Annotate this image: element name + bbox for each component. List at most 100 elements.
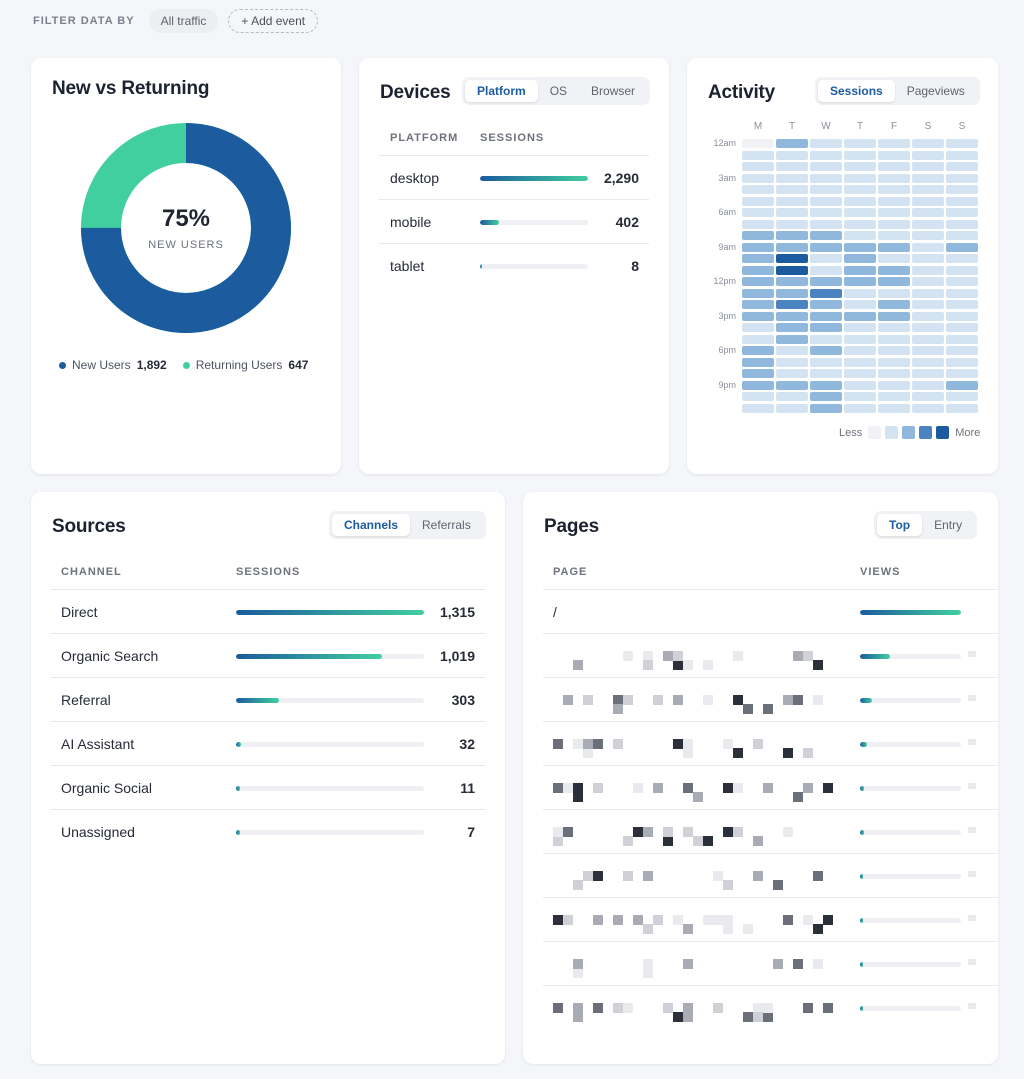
heatmap-cell[interactable] [810,162,842,171]
heatmap-cell[interactable] [776,185,808,194]
heatmap-cell[interactable] [878,208,910,217]
heatmap-cell[interactable] [742,242,774,252]
heatmap-cell[interactable] [912,162,944,171]
tab-sessions[interactable]: Sessions [818,80,895,102]
heatmap-cell[interactable] [946,139,978,148]
heatmap-cell[interactable] [912,208,944,217]
heatmap-cell[interactable] [946,162,978,171]
heatmap-cell[interactable] [776,357,808,367]
heatmap-cell[interactable] [742,185,774,194]
heatmap-cell[interactable] [946,392,978,401]
heatmap-cell[interactable] [776,392,808,401]
heatmap-cell[interactable] [742,334,774,344]
heatmap-cell[interactable] [810,150,842,160]
heatmap-cell[interactable] [810,288,842,298]
heatmap-cell[interactable] [776,323,808,332]
heatmap-cell[interactable] [776,346,808,355]
heatmap-cell[interactable] [776,208,808,217]
heatmap-cell[interactable] [844,162,876,171]
heatmap-cell[interactable] [844,150,876,160]
heatmap-cell[interactable] [946,173,978,183]
heatmap-cell[interactable] [878,265,910,275]
tab-referrals[interactable]: Referrals [422,518,471,532]
heatmap-cell[interactable] [878,219,910,229]
heatmap-cell[interactable] [742,162,774,171]
heatmap-cell[interactable] [912,369,944,378]
heatmap-cell[interactable] [810,254,842,263]
heatmap-cell[interactable] [946,196,978,206]
heatmap-cell[interactable] [742,369,774,378]
heatmap-cell[interactable] [810,311,842,321]
heatmap-cell[interactable] [776,403,808,413]
heatmap-cell[interactable] [776,288,808,298]
heatmap-cell[interactable] [742,231,774,240]
heatmap-cell[interactable] [844,357,876,367]
add-event-button[interactable]: + Add event [228,9,319,33]
heatmap-cell[interactable] [742,403,774,413]
heatmap-cell[interactable] [878,334,910,344]
heatmap-cell[interactable] [946,369,978,378]
heatmap-cell[interactable] [946,334,978,344]
table-row[interactable] [543,853,998,897]
table-row[interactable] [543,897,998,941]
heatmap-cell[interactable] [912,150,944,160]
tab-top[interactable]: Top [877,514,923,536]
heatmap-cell[interactable] [810,173,842,183]
heatmap-cell[interactable] [844,300,876,309]
table-row[interactable]: tablet 8 [379,243,649,287]
heatmap-cell[interactable] [844,139,876,148]
heatmap-cell[interactable] [912,265,944,275]
heatmap-cell[interactable] [946,403,978,413]
table-row[interactable]: Organic Search 1,019 [51,633,485,677]
heatmap-cell[interactable] [878,231,910,240]
all-traffic-filter[interactable]: All traffic [148,9,219,33]
heatmap-cell[interactable] [946,242,978,252]
heatmap-cell[interactable] [844,265,876,275]
heatmap-cell[interactable] [810,357,842,367]
heatmap-cell[interactable] [742,139,774,148]
heatmap-cell[interactable] [844,254,876,263]
table-row[interactable] [543,809,998,853]
heatmap-cell[interactable] [946,254,978,263]
heatmap-cell[interactable] [776,277,808,286]
heatmap-cell[interactable] [810,300,842,309]
heatmap-cell[interactable] [878,323,910,332]
heatmap-cell[interactable] [776,380,808,390]
heatmap-cell[interactable] [810,265,842,275]
heatmap-cell[interactable] [742,254,774,263]
table-row[interactable] [543,765,998,809]
heatmap-cell[interactable] [912,173,944,183]
tab-os[interactable]: OS [549,84,568,98]
heatmap-cell[interactable] [912,288,944,298]
table-row[interactable]: / [543,589,998,633]
heatmap-cell[interactable] [844,346,876,355]
table-row[interactable] [543,633,998,677]
heatmap-cell[interactable] [912,254,944,263]
heatmap-cell[interactable] [810,231,842,240]
heatmap-cell[interactable] [878,277,910,286]
heatmap-cell[interactable] [946,185,978,194]
table-row[interactable] [543,677,998,721]
heatmap-cell[interactable] [742,277,774,286]
heatmap-cell[interactable] [742,357,774,367]
heatmap-cell[interactable] [878,242,910,252]
heatmap-cell[interactable] [912,380,944,390]
heatmap-cell[interactable] [946,311,978,321]
heatmap-cell[interactable] [946,208,978,217]
tab-entry[interactable]: Entry [934,518,963,532]
heatmap-cell[interactable] [844,392,876,401]
heatmap-cell[interactable] [878,139,910,148]
heatmap-cell[interactable] [946,150,978,160]
heatmap-cell[interactable] [844,185,876,194]
heatmap-cell[interactable] [912,323,944,332]
heatmap-cell[interactable] [776,173,808,183]
heatmap-cell[interactable] [742,150,774,160]
heatmap-cell[interactable] [810,242,842,252]
heatmap-cell[interactable] [776,300,808,309]
table-row[interactable]: AI Assistant 32 [51,721,485,765]
heatmap-cell[interactable] [844,311,876,321]
heatmap-cell[interactable] [810,208,842,217]
heatmap-cell[interactable] [912,242,944,252]
heatmap-cell[interactable] [776,196,808,206]
heatmap-cell[interactable] [912,334,944,344]
